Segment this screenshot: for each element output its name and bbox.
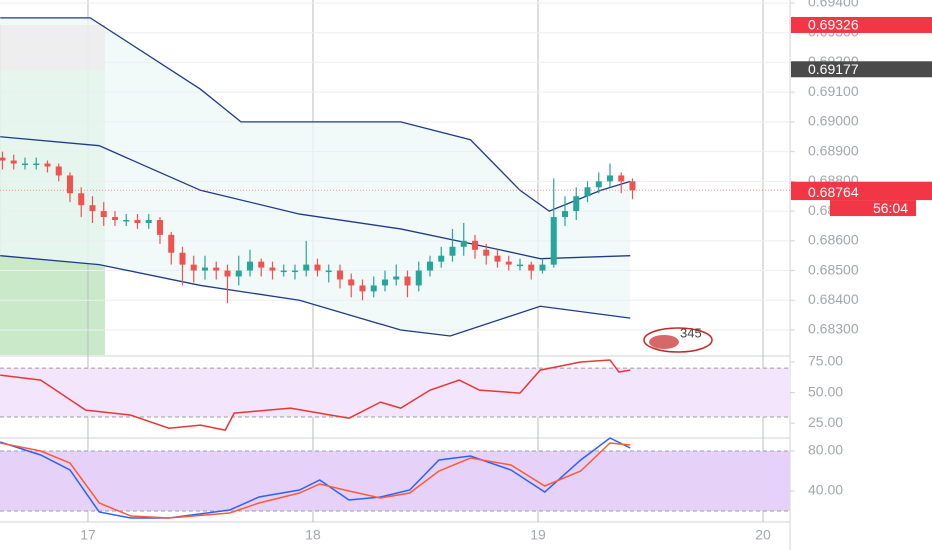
candle-body (190, 264, 197, 271)
indicator-line (0, 437, 631, 519)
candle-body (438, 255, 445, 262)
x-tick-label: 20 (755, 527, 771, 543)
candle-body (33, 163, 40, 166)
candle-body (561, 211, 568, 218)
candle-body (0, 157, 6, 161)
candle-body (393, 276, 400, 280)
candle-body (516, 264, 523, 267)
indicator-line (0, 136, 631, 260)
candle-body (348, 279, 355, 286)
price-marker (791, 184, 932, 201)
candle-body (10, 160, 17, 164)
price-marker-label: 0.69177 (808, 61, 859, 77)
candle-body (629, 181, 636, 191)
price-marker-label: 0.68764 (808, 184, 859, 200)
y-tick-label: 0.69400 (808, 0, 859, 10)
candle-body (370, 285, 377, 292)
candle-body (123, 220, 130, 222)
candle-body (269, 267, 276, 271)
countdown-box (830, 200, 916, 217)
band-fill (0, 17, 631, 336)
candle-body (111, 217, 118, 221)
candle-body (584, 187, 591, 197)
candle-body (426, 261, 433, 271)
candle-body (156, 220, 163, 235)
candle-body (573, 196, 580, 212)
indicator-line (0, 255, 631, 337)
badge-flag (649, 335, 679, 349)
candle-body (550, 217, 557, 265)
y-tick-label: 0.68300 (808, 321, 859, 337)
y-tick-label: 0.68500 (808, 261, 859, 277)
candle-body (336, 270, 343, 280)
candle-body (314, 264, 321, 271)
candle-body (258, 261, 265, 268)
candle-body (528, 264, 535, 271)
candle-body (179, 252, 186, 265)
candle-body (471, 240, 478, 250)
candle-body (505, 261, 512, 265)
y-tick-label: 40.00 (808, 482, 843, 498)
candle-body (246, 261, 253, 271)
candle-body (381, 279, 388, 286)
y-tick-label: 75.00 (808, 353, 843, 369)
candle-body (168, 234, 175, 253)
candle-body (606, 175, 613, 182)
y-tick-label: 0.68600 (808, 232, 859, 248)
y-tick-label: 0.68900 (808, 142, 859, 158)
candle-body (449, 246, 456, 256)
candle-body (595, 181, 602, 188)
candle-body (483, 249, 490, 256)
indicator-line (0, 359, 631, 431)
x-tick-label: 19 (530, 527, 546, 543)
y-tick-label: 0.68400 (808, 291, 859, 307)
candle-body (21, 163, 28, 166)
indicator-band (0, 368, 790, 418)
candle-body (460, 240, 467, 247)
candle-body (44, 163, 51, 167)
candle-body (291, 270, 298, 273)
candle-body (145, 220, 152, 223)
candle-body (415, 270, 422, 286)
candle-body (134, 220, 141, 223)
indicator-line (0, 442, 631, 519)
candle-body (280, 270, 287, 273)
candle-body (224, 270, 231, 277)
candle-body (78, 193, 85, 206)
price-marker (791, 16, 932, 33)
x-tick-label: 17 (80, 527, 96, 543)
x-tick-label: 18 (305, 527, 321, 543)
y-tick-label: 0.69000 (808, 113, 859, 129)
y-tick-label: 25.00 (808, 414, 843, 430)
candle-body (404, 276, 411, 286)
countdown-label: 56:04 (873, 200, 908, 216)
candle-body (55, 166, 62, 176)
candle-body (303, 264, 310, 271)
price-marker-label: 0.69326 (808, 17, 859, 33)
candle-body (201, 267, 208, 271)
candle-body (235, 270, 242, 277)
candle-body (100, 211, 107, 218)
candle-body (66, 175, 73, 194)
candle-body (213, 267, 220, 271)
indicator-band (0, 451, 790, 511)
y-tick-label: 50.00 (808, 383, 843, 399)
y-tick-label: 0.69100 (808, 83, 859, 99)
candle-body (494, 255, 501, 262)
candle-body (618, 175, 625, 182)
price-marker (791, 61, 932, 78)
candle-body (89, 205, 96, 212)
candle-body (539, 264, 546, 271)
y-tick-label: 80.00 (808, 442, 843, 458)
badge-label: 345 (680, 325, 702, 340)
candle-body (359, 285, 366, 292)
candle-body (325, 270, 332, 273)
